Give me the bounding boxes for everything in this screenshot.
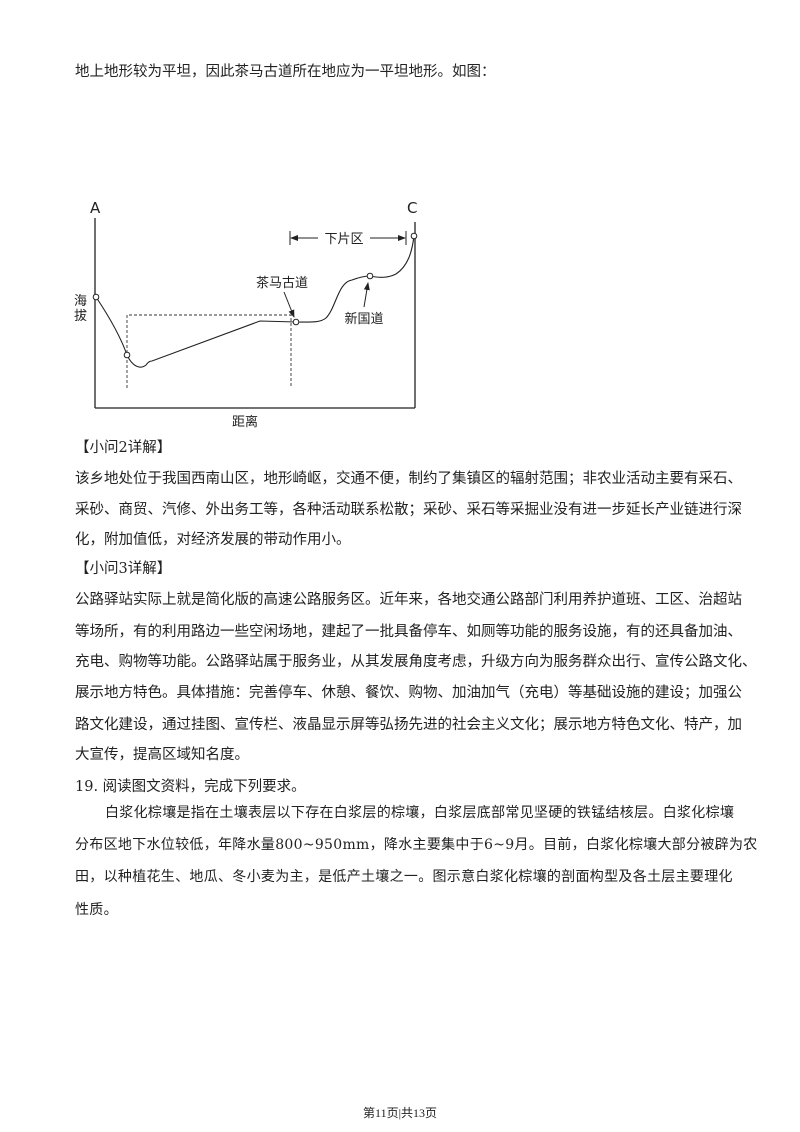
q3-line: 展示地方特色。具体措施：完善停车、休憩、餐饮、购物、加油加气（充电）等基础设施的… <box>75 685 742 701</box>
q19-line: 分布区地下水位较低，年降水量800~950mm，降水主要集中于6~9月。目前，白… <box>75 837 758 853</box>
label-xiapian: 下片区 <box>324 232 363 247</box>
q2-line: 化，附加值低，对经济发展的带动作用小。 <box>75 532 351 548</box>
q3-line: 大宣传，提高区域知名度。 <box>75 747 249 763</box>
label-chamagudao: 茶马古道 <box>256 275 308 291</box>
dashed-guide <box>126 314 292 388</box>
q2-line: 采砂、商贸、汽修、外出务工等，各种活动联系松散；采砂、采石等采掘业没有进一步延长… <box>75 502 742 518</box>
point-xinguodao <box>366 272 374 280</box>
q3-line: 路文化建设，通过挂图、宣传栏、液晶显示屏等弘扬先进的社会主义文化；展示地方特色文… <box>75 717 742 733</box>
q19-line: 白浆化棕壤是指在土壤表层以下存在白浆层的棕壤，白浆层底部常见坚硬的铁锰结核层。白… <box>105 805 735 821</box>
page-footer: 第11页|共13页 <box>363 1106 437 1120</box>
y-axis-label-char: 拔 <box>74 309 87 324</box>
label-a: A <box>90 199 101 217</box>
y-axis-label-char: 海 <box>74 294 87 309</box>
label-xinguodao: 新国道 <box>344 311 383 327</box>
q3-line: 公路驿站实际上就是简化版的高速公路服务区。近年来，各地交通公路部门利用养护道班、… <box>75 592 742 608</box>
q3-line: 等场所，有的利用路边一些空闲场地，建起了一批具备停车、如厕等功能的服务设施，有的… <box>75 624 742 640</box>
profile-curve <box>95 235 415 368</box>
intro-line: 地上地形较为平坦，因此茶马古道所在地应为一平坦地形。如图： <box>75 64 496 80</box>
label-c: C <box>407 199 417 217</box>
q2-heading: 【小问2详解】 <box>75 440 172 456</box>
point-a <box>92 293 100 301</box>
q2-line: 该乡地处位于我国西南山区，地形崎岖，交通不便，制约了集镇区的辐射范围；非农业活动… <box>75 471 742 487</box>
q19-title: 19. 阅读图文资料，完成下列要求。 <box>75 779 306 795</box>
q3-heading: 【小问3详解】 <box>75 561 172 577</box>
arrow-chamagudao <box>283 291 295 318</box>
q3-line: 充电、购物等功能。公路驿站属于服务业，从其发展角度考虑，升级方向为服务群众出行、… <box>75 654 757 670</box>
point-valley <box>123 351 131 359</box>
arrow-xinguodao <box>363 282 370 308</box>
y-axis-label-vertical: 海拔 <box>74 294 87 324</box>
q19-line: 田，以种植花生、地瓜、冬小麦为主，是低产土壤之一。图示意白浆化棕壤的剖面构型及各… <box>75 869 733 885</box>
q19-line: 性质。 <box>75 902 118 918</box>
x-axis-label: 距离 <box>232 414 258 430</box>
point-c <box>410 232 418 240</box>
point-chamagudao <box>292 318 300 326</box>
